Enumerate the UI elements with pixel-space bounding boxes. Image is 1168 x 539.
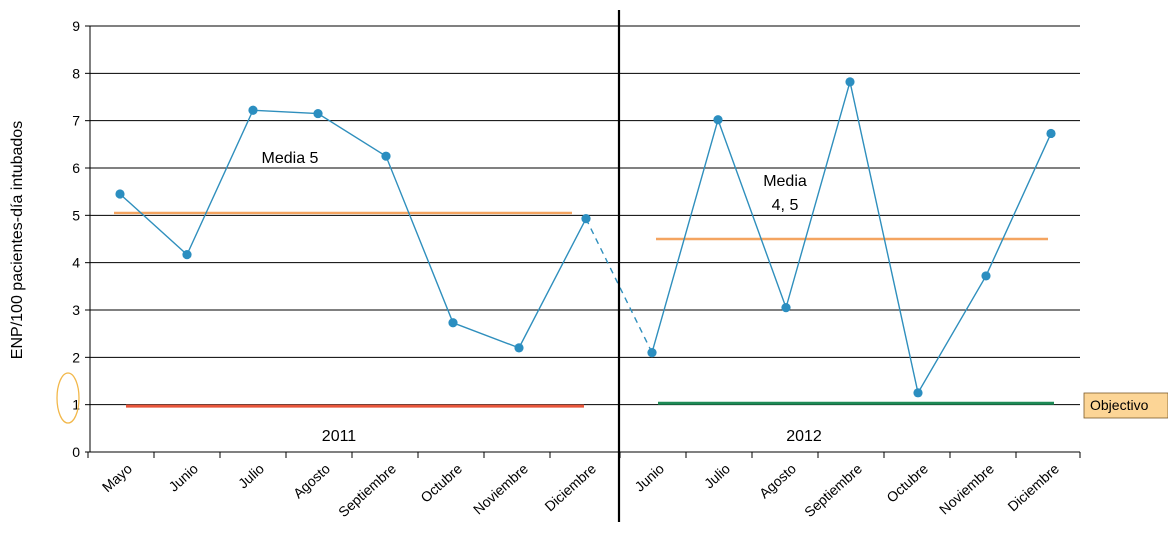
y-tick-label: 2 [72, 349, 80, 365]
objective-label: Objectivo [1090, 397, 1149, 413]
objective-box [1083, 392, 1168, 419]
x-tick-label: Septiembre [335, 460, 399, 520]
mean-label-2011: Media 5 [262, 150, 319, 167]
x-tick-label: Diciembre [541, 460, 599, 514]
x-tick-label: Noviembre [470, 460, 531, 517]
data-point [448, 318, 458, 328]
data-point [981, 271, 991, 281]
y-tick-label: 7 [72, 113, 80, 129]
x-tick-label: Septiembre [801, 460, 865, 520]
x-tick-label: Agosto [290, 460, 333, 501]
y-tick-label: 9 [72, 18, 80, 34]
y-tick-label: 4 [72, 255, 80, 271]
mean-label-2012-line1: Media [763, 173, 807, 190]
reference-lines [114, 211, 1054, 408]
data-point [381, 151, 391, 161]
series [115, 77, 1056, 398]
x-tick-label: Junio [165, 460, 201, 494]
data-point [514, 343, 524, 353]
series-line-2011 [119, 109, 587, 349]
year-label-2012: 2012 [786, 428, 822, 445]
data-point [713, 115, 723, 125]
y-tick-label: 0 [72, 444, 80, 460]
data-point [1046, 128, 1056, 139]
data-point [248, 105, 258, 115]
data-point [182, 250, 192, 260]
x-tick-label: Julio [235, 460, 267, 491]
data-point [313, 108, 323, 119]
data-point [115, 189, 125, 199]
x-tick-label: Junio [631, 460, 667, 494]
series-line-2012 [651, 81, 1052, 395]
x-tick-label: Octubre [883, 460, 931, 505]
x-tick-label: Diciembre [1004, 460, 1062, 514]
data-point [913, 388, 923, 398]
year-label-2011: 2011 [322, 428, 357, 445]
x-tick-label: Agosto [756, 460, 799, 501]
y-tick-label: 6 [72, 160, 80, 176]
series-gap-dashed [585, 218, 653, 353]
mean-label-2012-line2: 4, 5 [772, 197, 799, 214]
data-point [845, 77, 855, 87]
x-tick-label: Mayo [99, 460, 135, 495]
x-tick-label: Julio [701, 460, 733, 491]
y-tick-label: 1 [72, 397, 80, 413]
objective-highlight-circle [56, 372, 80, 424]
axes [85, 10, 1081, 522]
data-point [647, 348, 657, 358]
data-point [781, 303, 791, 313]
x-tick-label: Noviembre [936, 460, 997, 517]
y-tick-label: 3 [72, 302, 80, 318]
data-point [581, 214, 591, 224]
y-tick-label: 8 [72, 65, 80, 81]
y-tick-label: 5 [72, 207, 80, 223]
x-tick-label: Octubre [417, 460, 465, 505]
y-axis-label: ENP/100 pacientes-día intubados [9, 121, 26, 359]
